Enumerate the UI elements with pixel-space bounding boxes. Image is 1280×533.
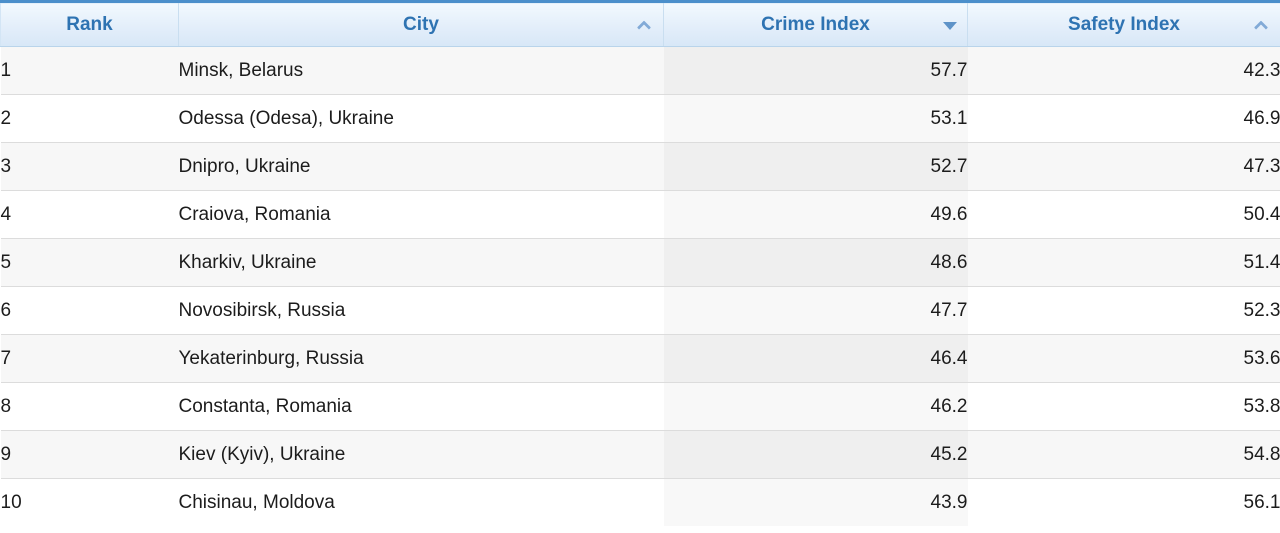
table-row: 6 Novosibirsk, Russia 47.7 52.3 (0, 286, 1280, 335)
column-header-rank-label: Rank (66, 13, 113, 35)
sort-descending-icon (943, 21, 957, 30)
safety-index-cell: 53.8 (967, 382, 1280, 431)
rank-cell: 10 (0, 478, 179, 526)
crime-index-cell: 57.7 (663, 46, 968, 95)
crime-index-cell: 49.6 (663, 190, 968, 239)
column-header-safety-index[interactable]: Safety Index (967, 1, 1280, 47)
city-cell: Yekaterinburg, Russia (178, 334, 664, 383)
crime-index-cell: 45.2 (663, 430, 968, 479)
safety-index-cell: 56.1 (967, 478, 1280, 526)
column-header-city-label: City (403, 13, 439, 35)
column-header-city[interactable]: City (178, 1, 664, 47)
table-row: 8 Constanta, Romania 46.2 53.8 (0, 382, 1280, 431)
safety-index-cell: 53.6 (967, 334, 1280, 383)
safety-index-cell: 50.4 (967, 190, 1280, 239)
table-row: 1 Minsk, Belarus 57.7 42.3 (0, 46, 1280, 95)
column-header-crime-index[interactable]: Crime Index (663, 1, 968, 47)
city-cell: Minsk, Belarus (178, 46, 664, 95)
city-cell: Craiova, Romania (178, 190, 664, 239)
safety-index-cell: 51.4 (967, 238, 1280, 287)
rank-cell: 2 (0, 94, 179, 143)
table-row: 5 Kharkiv, Ukraine 48.6 51.4 (0, 238, 1280, 287)
crime-index-cell: 43.9 (663, 478, 968, 526)
rank-cell: 5 (0, 238, 179, 287)
rank-cell: 1 (0, 46, 179, 95)
crime-index-cell: 48.6 (663, 238, 968, 287)
sort-ascending-icon (636, 19, 652, 35)
rank-cell: 9 (0, 430, 179, 479)
safety-index-cell: 46.9 (967, 94, 1280, 143)
city-cell: Chisinau, Moldova (178, 478, 664, 526)
safety-index-cell: 42.3 (967, 46, 1280, 95)
rank-cell: 8 (0, 382, 179, 431)
city-cell: Kiev (Kyiv), Ukraine (178, 430, 664, 479)
table-row: 7 Yekaterinburg, Russia 46.4 53.6 (0, 334, 1280, 383)
city-cell: Constanta, Romania (178, 382, 664, 431)
city-cell: Odessa (Odesa), Ukraine (178, 94, 664, 143)
table-row: 2 Odessa (Odesa), Ukraine 53.1 46.9 (0, 94, 1280, 143)
city-cell: Novosibirsk, Russia (178, 286, 664, 335)
crime-index-cell: 46.4 (663, 334, 968, 383)
rank-cell: 6 (0, 286, 179, 335)
city-cell: Dnipro, Ukraine (178, 142, 664, 191)
table-row: 3 Dnipro, Ukraine 52.7 47.3 (0, 142, 1280, 191)
safety-index-cell: 47.3 (967, 142, 1280, 191)
rank-cell: 4 (0, 190, 179, 239)
column-header-crime-index-label: Crime Index (761, 13, 870, 35)
table-row: 4 Craiova, Romania 49.6 50.4 (0, 190, 1280, 239)
crime-index-cell: 52.7 (663, 142, 968, 191)
column-header-rank[interactable]: Rank (0, 1, 179, 47)
table-row: 9 Kiev (Kyiv), Ukraine 45.2 54.8 (0, 430, 1280, 479)
safety-index-cell: 52.3 (967, 286, 1280, 335)
safety-index-cell: 54.8 (967, 430, 1280, 479)
crime-index-cell: 47.7 (663, 286, 968, 335)
crime-index-cell: 46.2 (663, 382, 968, 431)
table-header-row: Rank City Crime Index Safety Index (0, 1, 1280, 47)
rank-cell: 7 (0, 334, 179, 383)
rank-cell: 3 (0, 142, 179, 191)
city-cell: Kharkiv, Ukraine (178, 238, 664, 287)
column-header-safety-index-label: Safety Index (1068, 13, 1180, 35)
crime-index-cell: 53.1 (663, 94, 968, 143)
table-row: 10 Chisinau, Moldova 43.9 56.1 (0, 478, 1280, 526)
sort-ascending-icon (1253, 19, 1269, 35)
